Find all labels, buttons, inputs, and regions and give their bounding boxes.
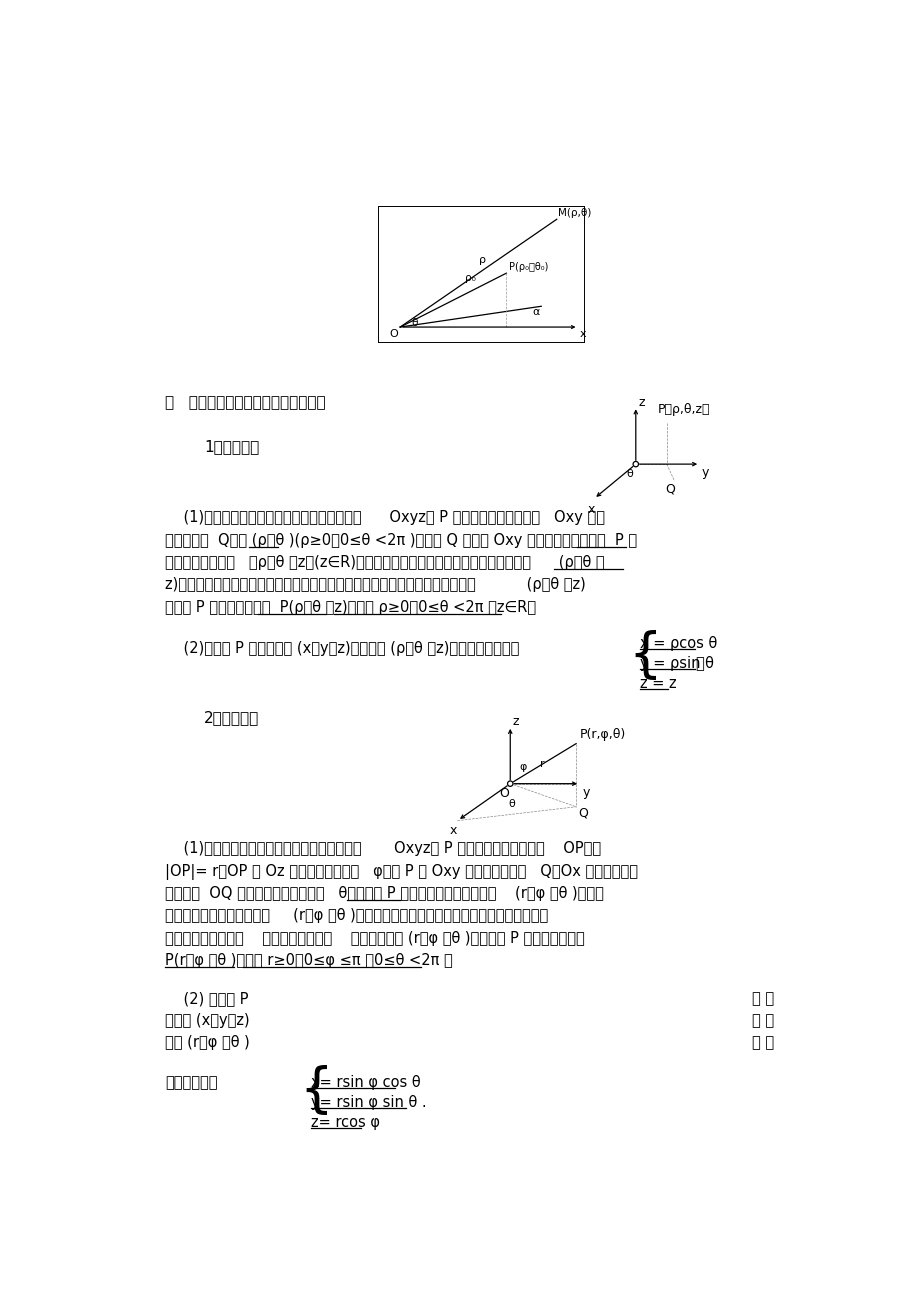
Text: P(ρ₀，θ₀): P(ρ₀，θ₀): [509, 262, 549, 272]
Text: ρ₀: ρ₀: [465, 273, 476, 284]
Text: P(r，φ ，θ )，其中 r≥0，0≤φ ≤π ，0≤θ <2π ．: P(r，φ ，θ )，其中 r≥0，0≤φ ≤π ，0≤θ <2π ．: [165, 954, 453, 968]
Text: z= rcos φ: z= rcos φ: [311, 1115, 380, 1129]
Text: Q: Q: [664, 483, 675, 496]
Text: {: {: [628, 630, 661, 682]
Text: 1．柱坐标系: 1．柱坐标系: [204, 440, 259, 454]
Text: r: r: [539, 758, 544, 769]
Text: 四   柱坐标系与球坐标系简介（了解）: 四 柱坐标系与球坐标系简介（了解）: [165, 394, 325, 410]
Text: P(r,φ,θ): P(r,φ,θ): [579, 729, 626, 742]
Circle shape: [632, 462, 638, 467]
Text: (2)空间点 P 的直角坐标 (x，y，z)与柱坐标 (ρ，θ ，z)之间的变换公式为: (2)空间点 P 的直角坐标 (x，y，z)与柱坐标 (ρ，θ ，z)之间的变换…: [165, 641, 519, 656]
Text: ρ: ρ: [479, 255, 486, 264]
Text: 角坐标 (x，y，z): 角坐标 (x，y，z): [165, 1013, 250, 1028]
Text: x: x: [449, 824, 457, 837]
Text: 坐标 (r，φ ，θ ): 坐标 (r，φ ，θ ): [165, 1036, 250, 1050]
Text: 叫做点 P 的柱坐标，记作  P(ρ，θ ，z)，其中 ρ≥0，0≤θ <2π ，z∈R．: 叫做点 P 的柱坐标，记作 P(ρ，θ ，z)，其中 ρ≥0，0≤θ <2π ，…: [165, 600, 536, 614]
Text: 2．球坐标系: 2．球坐标系: [204, 710, 259, 726]
Text: x= rsin φ cos θ: x= rsin φ cos θ: [311, 1075, 420, 1090]
Text: |OP|= r，OP 与 Oz 轴正向所夹的角为   φ，设 P 在 Oxy 平面上的射影为   Q，Ox 轴按逆时针方: |OP|= r，OP 与 Oz 轴正向所夹的角为 φ，设 P 在 Oxy 平面上…: [165, 864, 638, 879]
Text: x: x: [587, 502, 595, 515]
Text: θ: θ: [626, 468, 632, 479]
Text: {: {: [299, 1066, 333, 1118]
Text: Q: Q: [578, 807, 587, 820]
Text: O: O: [389, 329, 398, 340]
Text: (2) 空间点 P: (2) 空间点 P: [165, 991, 249, 1006]
Text: z: z: [512, 716, 518, 729]
Text: z = z: z = z: [639, 677, 675, 691]
Text: y: y: [701, 467, 709, 480]
Text: α: α: [531, 307, 539, 317]
Text: z: z: [638, 396, 644, 409]
Text: 之 间: 之 间: [751, 1036, 773, 1050]
Text: 的变换公式为: 的变换公式为: [165, 1075, 218, 1090]
Circle shape: [507, 781, 513, 786]
Text: θ: θ: [507, 799, 514, 809]
Text: 向旋转到  OQ 时所转过的最小正角为   θ，这样点 P 的位置就可以用有序数组    (r，φ ，θ )表示，: 向旋转到 OQ 时所转过的最小正角为 θ，这样点 P 的位置就可以用有序数组 (…: [165, 886, 604, 902]
Text: M(ρ,θ): M(ρ,θ): [558, 208, 591, 217]
Text: x: x: [579, 329, 586, 340]
Text: P（ρ,θ,z）: P（ρ,θ,z）: [657, 403, 709, 416]
Text: ．: ．: [695, 656, 703, 671]
Text: 的 直: 的 直: [751, 991, 773, 1006]
Text: x = ρcos θ: x = ρcos θ: [639, 636, 716, 650]
Text: z)之间的一种对应关系．把建立上述对应关系的坐标系叫做柱坐标系，有序数组           (ρ，θ ，z): z)之间的一种对应关系．把建立上述对应关系的坐标系叫做柱坐标系，有序数组 (ρ，…: [165, 578, 585, 592]
Text: 与 球: 与 球: [751, 1013, 773, 1028]
Text: 这样，空间的点与有序数组     (r，φ ，θ )之间建立了一种对应关系．把建立上述对应关系的: 这样，空间的点与有序数组 (r，φ ，θ )之间建立了一种对应关系．把建立上述对…: [165, 908, 548, 924]
Text: (1)定义：一般地，如图建立空间直角坐标系      Oxyz设 P 是空间任意一点，它在   Oxy 平面: (1)定义：一般地，如图建立空间直角坐标系 Oxyz设 P 是空间任意一点，它在…: [165, 510, 605, 526]
Text: θ: θ: [412, 317, 418, 328]
Text: (1)定义：一般地，如图建立空间直角坐标系       Oxyz设 P 是空间任意一点，连接    OP，记: (1)定义：一般地，如图建立空间直角坐标系 Oxyz设 P 是空间任意一点，连接…: [165, 842, 601, 856]
Text: y= rsin φ sin θ .: y= rsin φ sin θ .: [311, 1094, 426, 1110]
Text: 坐标系叫做球坐标系    （或空间极坐标系    ），有序数组 (r，φ ，θ )，叫做点 P 的球坐标，记作: 坐标系叫做球坐标系 （或空间极坐标系 ），有序数组 (r，φ ，θ )，叫做点 …: [165, 930, 584, 946]
Text: y = ρsin θ: y = ρsin θ: [639, 656, 713, 671]
Text: O: O: [499, 787, 509, 800]
Text: 位置可用有序数组   （ρ，θ ，z）(z∈R)表示．这样，我们建立了空间的点与有序数组      (ρ，θ ，: 位置可用有序数组 （ρ，θ ，z）(z∈R)表示．这样，我们建立了空间的点与有序…: [165, 556, 605, 570]
Text: 上的射影为  Q，用 (ρ，θ )(ρ≥0，0≤θ <2π )表示点 Q 在平面 Oxy 上的极坐标，这时点  P 的: 上的射影为 Q，用 (ρ，θ )(ρ≥0，0≤θ <2π )表示点 Q 在平面 …: [165, 532, 637, 548]
Text: φ: φ: [519, 762, 527, 771]
Text: y: y: [582, 786, 589, 799]
